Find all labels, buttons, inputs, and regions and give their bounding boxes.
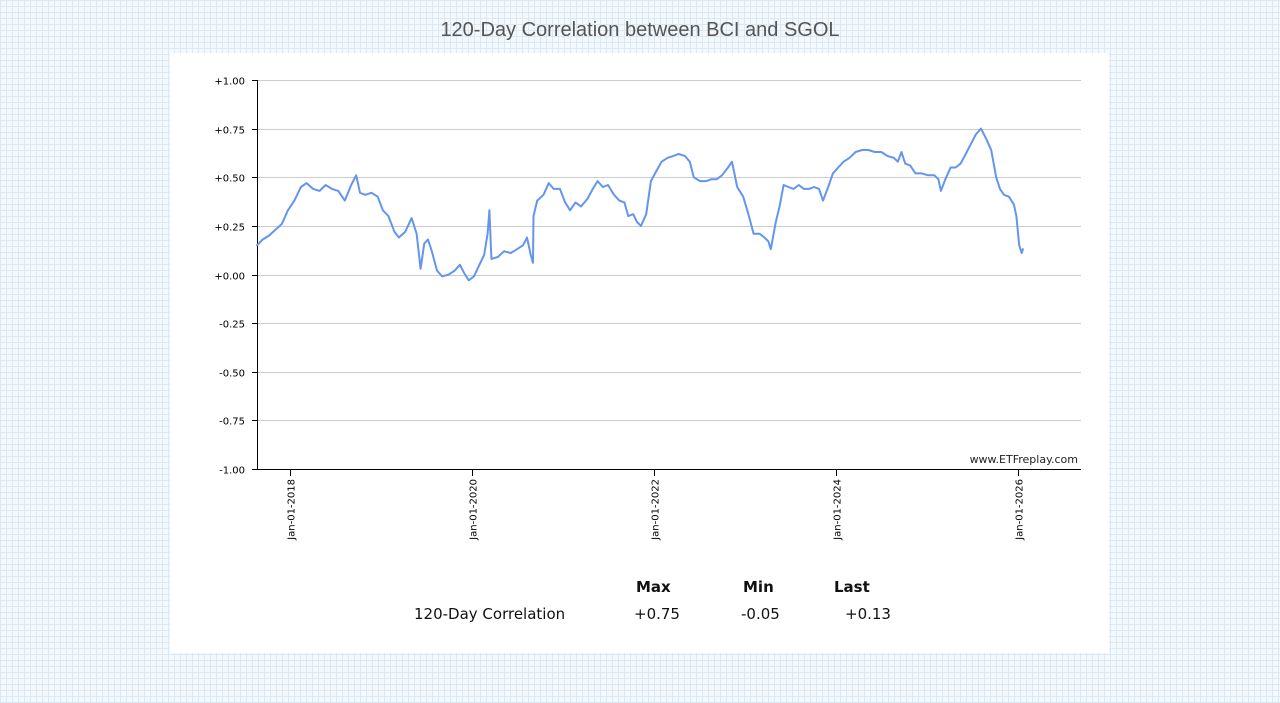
x-tick-label: Jan-01-2020 [469,479,480,541]
grid-lines [257,80,1081,421]
x-tick-label: Jan-01-2026 [1015,479,1026,541]
y-tick-label: -1.00 [219,466,245,477]
y-tick-label: +0.25 [214,223,245,234]
y-tick-label: +0.00 [214,272,245,283]
axes: +1.00 +0.75 +0.50 +0.25 +0.00 -0.25 -0.50 -0.75… [214,77,1081,541]
y-tick-label: -0.75 [219,417,245,428]
series-layer [256,127,1024,282]
x-tick-label: Jan-01-2018 [287,479,298,541]
y-tick-label: +0.50 [214,174,245,185]
x-tick-label: Jan-01-2022 [651,479,662,541]
y-tick-label: -0.25 [219,320,245,331]
watermark: www.ETFreplay.com [970,453,1078,466]
x-tick-label: Jan-01-2024 [833,479,844,541]
chart-panel [170,53,1109,653]
y-tick-label: +1.00 [214,77,245,88]
y-tick-label: +0.75 [214,126,245,137]
page-title: 120-Day Correlation between BCI and SGOL [440,19,840,41]
correlation-series-line [256,127,1024,282]
y-tick-label: -0.50 [219,369,245,380]
